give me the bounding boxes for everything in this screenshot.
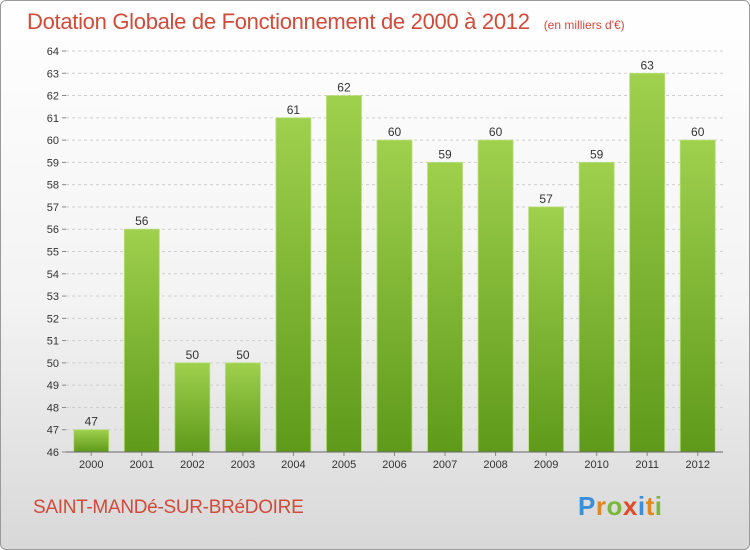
logo-letter: r [595,491,607,521]
bar [629,72,666,453]
bar [174,362,211,453]
chart-title-text: Dotation Globale de Fonctionnement de 20… [27,9,530,34]
y-tick-label: 51 [47,336,59,348]
x-tick-label: 2005 [332,459,356,471]
y-tick-label: 62 [47,91,59,103]
bar [578,161,615,453]
logo-letter: i [637,491,646,521]
bar [528,206,565,453]
data-labels: 47 56 50 50 61 62 60 59 60 57 59 63 60 [85,58,705,428]
bar [326,95,362,453]
x-tick-label: 2009 [534,459,558,471]
y-tick-label: 52 [47,313,59,325]
y-tick-label: 53 [47,291,59,303]
chart-unit: (en milliers d'€) [543,18,625,32]
y-tick-label: 54 [47,269,59,281]
y-tick-label: 46 [47,447,59,459]
y-tick-label: 64 [47,46,59,58]
y-tick-label: 61 [47,113,59,125]
bar [679,139,716,453]
data-label: 59 [590,147,604,161]
data-label: 56 [135,214,149,228]
x-tick-label: 2012 [685,459,709,471]
y-tick-label: 58 [47,180,59,192]
logo-letter: o [606,491,623,521]
y-tick-label: 63 [47,68,59,80]
y-tick-label: 50 [47,358,59,370]
data-label: 50 [236,348,250,362]
data-label: 57 [539,192,553,206]
logo-letter: x [622,491,638,521]
x-tick-label: 2010 [584,459,608,471]
data-label: 60 [489,125,503,139]
bars [73,72,716,453]
proxiti-logo: Proxiti [578,491,662,522]
data-label: 50 [186,348,200,362]
x-tick-label: 2006 [382,459,406,471]
y-tick-label: 57 [47,202,59,214]
x-tick-label: 2001 [130,459,154,471]
y-tick-label: 56 [47,224,59,236]
x-tick-label: 2008 [483,459,507,471]
logo-letter: i [654,491,663,521]
logo-letter: P [578,491,596,521]
y-axis-ticks: 46 47 48 49 50 51 52 53 54 55 56 57 58 59 60 61 62 63 64 [47,46,59,459]
commune-name: SAINT-MANDé-SUR-BRéDOIRE [33,497,304,518]
bar [123,228,160,453]
y-tick-label: 55 [47,247,59,259]
x-tick-label: 2003 [231,459,255,471]
x-tick-label: 2002 [180,459,204,471]
y-tick-label: 47 [47,425,59,437]
y-tick-label: 60 [47,135,59,147]
chart-title: Dotation Globale de Fonctionnement de 20… [27,9,625,35]
data-label: 62 [337,81,351,95]
data-label: 47 [85,415,99,429]
y-tick-label: 49 [47,380,59,392]
data-label: 60 [691,125,705,139]
y-tick-label: 59 [47,157,59,169]
data-label: 59 [438,147,452,161]
bar [73,429,110,453]
x-tick-label: 2000 [79,459,103,471]
bar [427,161,463,453]
x-tick-label: 2007 [433,459,457,471]
data-label: 61 [287,103,301,117]
bar [275,117,312,453]
x-tick-label: 2004 [281,459,305,471]
data-label: 63 [641,58,655,72]
x-tick-label: 2011 [635,459,659,471]
x-axis-ticks: 2000 2001 2002 2003 2004 2005 2006 2007 2008 2009… [79,452,710,471]
y-tick-label: 48 [47,402,59,414]
bar [224,362,261,453]
bar [376,139,413,453]
logo-letter: t [645,491,655,521]
bar [477,139,514,453]
data-label: 60 [388,125,402,139]
